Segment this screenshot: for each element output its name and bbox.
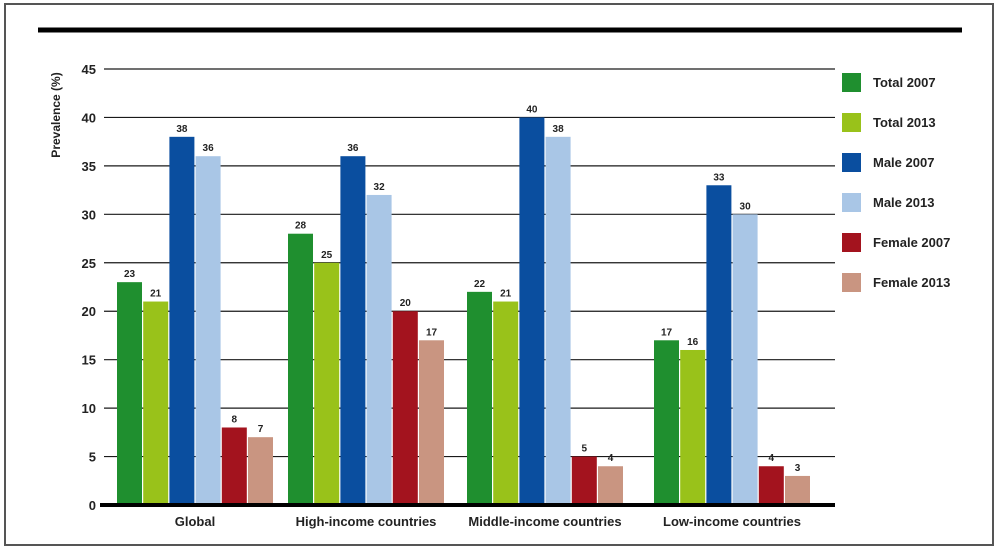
bar: [467, 291, 492, 505]
y-tick-label: 45: [82, 62, 96, 77]
data-label: 21: [500, 289, 512, 300]
data-label: 36: [347, 143, 359, 154]
category-label: Low-income countries: [663, 514, 801, 529]
data-label: 23: [124, 269, 136, 280]
bar: [545, 136, 571, 506]
y-axis-title: Prevalence (%): [49, 72, 63, 157]
legend-swatch: [842, 193, 861, 212]
bar: [493, 301, 519, 505]
bar: [598, 466, 623, 505]
category-label: High-income countries: [296, 514, 437, 529]
data-label: 22: [474, 279, 486, 290]
bar: [366, 194, 392, 505]
category-label: Middle-income countries: [468, 514, 621, 529]
data-label: 16: [687, 337, 699, 348]
legend-label: Female 2007: [873, 235, 950, 250]
y-tick-label: 35: [82, 159, 96, 174]
data-label: 3: [795, 463, 801, 474]
y-tick-label: 10: [82, 401, 96, 416]
bar: [169, 136, 195, 506]
y-tick-label: 40: [82, 110, 96, 125]
data-label: 38: [176, 124, 188, 135]
bar: [392, 311, 418, 505]
data-label: 38: [553, 124, 565, 135]
y-tick-label: 25: [82, 256, 96, 271]
data-label: 40: [526, 104, 538, 115]
y-axis-ticks: 0 5 10 15 20 25 30 35 40 45: [82, 62, 96, 513]
data-label: 28: [295, 221, 307, 232]
bar: [680, 349, 706, 505]
legend-swatch: [842, 73, 861, 92]
bar: [732, 214, 758, 506]
bar: [654, 340, 679, 505]
bar: [117, 282, 142, 505]
bar: [571, 456, 597, 505]
y-tick-label: 0: [89, 498, 96, 513]
bar: [195, 156, 221, 505]
bar-series: [117, 117, 810, 506]
data-label: 8: [232, 414, 238, 425]
data-label: 33: [713, 172, 725, 183]
y-tick-label: 15: [82, 353, 96, 368]
data-label: 25: [321, 250, 333, 261]
bar: [288, 233, 313, 505]
legend-label: Total 2007: [873, 75, 936, 90]
data-label: 4: [769, 453, 775, 464]
data-label: 20: [400, 298, 412, 309]
bar: [221, 427, 247, 505]
data-labels: 23 21 38 36 8 7 28 25 36 32 20 17 22 21 40 38 5 4 17 16 33 30…: [124, 104, 801, 473]
y-tick-label: 5: [89, 450, 96, 465]
data-label: 17: [426, 327, 438, 338]
bar: [143, 301, 169, 505]
y-tick-label: 30: [82, 207, 96, 222]
legend-label: Male 2007: [873, 155, 934, 170]
bar: [758, 466, 784, 505]
data-label: 36: [203, 143, 215, 154]
data-label: 30: [740, 201, 752, 212]
data-label: 5: [582, 444, 588, 455]
legend-label: Female 2013: [873, 275, 950, 290]
bar: [785, 475, 810, 505]
legend-label: Male 2013: [873, 195, 934, 210]
legend-swatch: [842, 273, 861, 292]
data-label: 32: [374, 182, 386, 193]
data-label: 21: [150, 289, 162, 300]
bar: [248, 437, 273, 505]
legend-swatch: [842, 113, 861, 132]
x-axis-categories: Global High-income countries Middle-income…: [175, 514, 801, 529]
y-tick-label: 20: [82, 304, 96, 319]
legend-swatch: [842, 153, 861, 172]
data-label: 4: [608, 453, 614, 464]
legend-swatch: [842, 233, 861, 252]
bar: [340, 156, 366, 505]
bar: [419, 340, 444, 505]
bar: [314, 262, 340, 505]
legend: Total 2007 Total 2013 Male 2007 Male 2013 Fe…: [842, 73, 950, 292]
data-label: 17: [661, 327, 673, 338]
data-label: 7: [258, 424, 264, 435]
category-label: Global: [175, 514, 215, 529]
bar: [519, 117, 545, 505]
bar: [706, 185, 732, 505]
legend-label: Total 2013: [873, 115, 936, 130]
